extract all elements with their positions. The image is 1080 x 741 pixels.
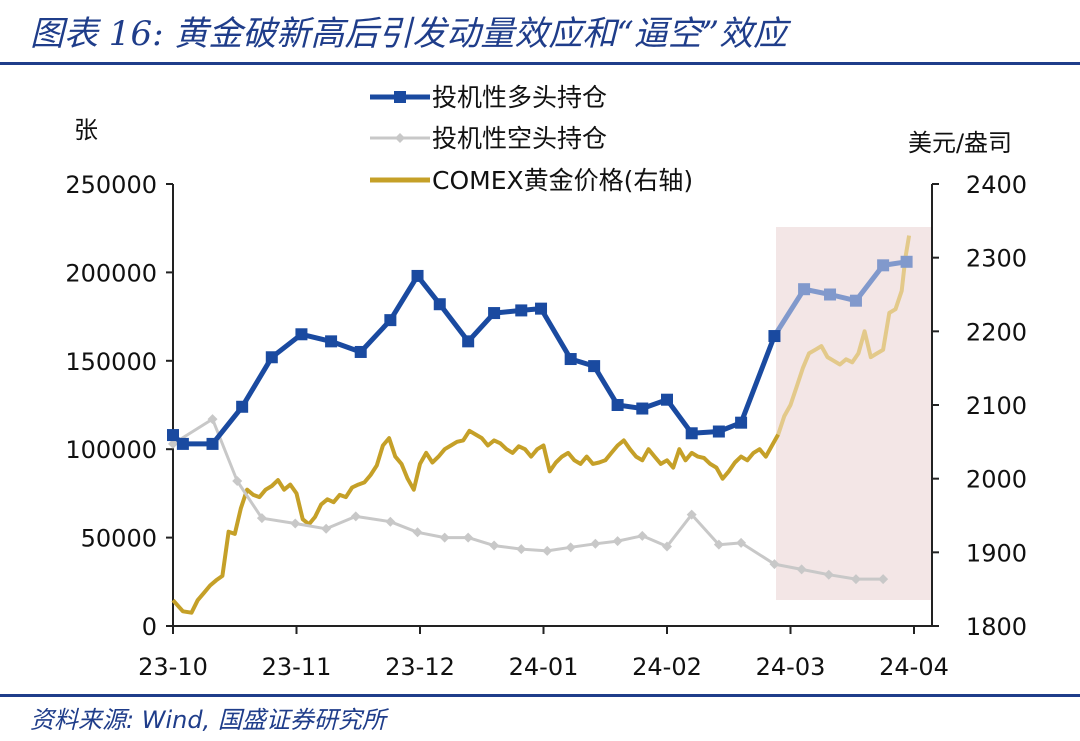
data-point <box>354 345 367 358</box>
data-point <box>462 335 475 348</box>
data-point <box>850 574 861 585</box>
data-point <box>295 328 308 341</box>
data-point <box>290 518 301 529</box>
highlight-region <box>776 227 932 600</box>
left-tick-label: 100000 <box>65 436 157 464</box>
x-tick-label: 24-02 <box>632 653 702 681</box>
data-point <box>206 437 219 450</box>
data-point <box>637 530 648 541</box>
right-tick-label: 2300 <box>966 245 1027 273</box>
data-point <box>325 335 338 348</box>
data-point <box>168 438 178 449</box>
data-point <box>515 304 528 317</box>
data-point <box>590 538 601 549</box>
right-tick-label: 2400 <box>966 171 1027 199</box>
right-tick-label: 1800 <box>966 613 1027 641</box>
left-tick-label: 250000 <box>65 171 157 199</box>
x-tick-label: 24-04 <box>879 653 949 681</box>
data-point <box>685 427 698 440</box>
data-point <box>900 255 913 268</box>
data-point <box>488 307 501 320</box>
data-point <box>588 360 601 373</box>
x-tick-label: 24-01 <box>509 653 579 681</box>
data-point <box>662 541 672 552</box>
left-tick-label: 50000 <box>81 525 157 553</box>
page-title: 图表 16: 黄金破新高后引发动量效应和“逼空”效应 <box>30 14 788 54</box>
right-tick-label: 1900 <box>966 539 1027 567</box>
data-point <box>661 393 673 406</box>
data-point <box>877 259 890 272</box>
right-tick-label: 2100 <box>966 392 1027 420</box>
x-tick-label: 23-10 <box>138 653 208 681</box>
x-tick-label: 24-03 <box>756 653 826 681</box>
data-point <box>823 569 834 580</box>
data-point <box>433 298 446 311</box>
series-line <box>171 428 780 615</box>
data-point <box>713 539 724 550</box>
data-point <box>564 353 577 366</box>
data-point <box>384 314 397 327</box>
data-point <box>489 540 500 551</box>
data-point <box>798 283 811 296</box>
x-tick-label: 23-11 <box>262 653 332 681</box>
legend-label: COMEX黄金价格(右轴) <box>432 166 693 195</box>
data-point <box>236 400 249 413</box>
data-point <box>385 516 396 527</box>
left-axis-unit: 张 <box>74 116 98 144</box>
left-tick-label: 150000 <box>65 348 157 376</box>
data-point <box>167 429 179 442</box>
right-axis-unit: 美元/盎司 <box>908 129 1012 157</box>
data-point <box>565 542 576 553</box>
legend-marker <box>394 91 406 103</box>
data-point <box>412 527 423 538</box>
data-point <box>350 511 361 522</box>
series-line <box>171 273 777 447</box>
series-line-highlighted <box>776 235 912 436</box>
data-point <box>256 513 267 524</box>
series-2 <box>168 414 889 585</box>
data-point <box>611 399 624 411</box>
data-point <box>463 532 474 543</box>
data-point <box>824 288 837 301</box>
data-point <box>411 269 424 282</box>
left-tick-label: 200000 <box>65 259 157 287</box>
right-tick-label: 2200 <box>966 318 1027 346</box>
data-point <box>542 545 553 556</box>
data-point <box>769 559 780 570</box>
top-rule <box>0 62 1080 65</box>
data-point <box>768 330 781 343</box>
data-point <box>736 537 747 548</box>
data-point <box>439 532 450 543</box>
chart: 0 50000 100000 150000 200000 250000 1800 1900 20… <box>65 83 1027 681</box>
data-point <box>878 574 889 585</box>
legend-marker <box>395 133 405 143</box>
legend-label: 投机性多头持仓 <box>432 83 607 112</box>
data-point <box>321 523 332 534</box>
data-point <box>535 302 548 315</box>
data-point <box>232 476 243 487</box>
data-point <box>636 402 649 415</box>
right-tick-label: 2000 <box>966 466 1027 494</box>
data-point <box>849 294 862 307</box>
series-3 <box>171 235 912 615</box>
x-tick-label: 23-12 <box>385 653 455 681</box>
data-point <box>176 437 189 450</box>
bottom-rule <box>0 694 1080 697</box>
data-point <box>796 564 807 575</box>
left-tick-label: 0 <box>142 613 157 641</box>
data-point <box>735 416 748 429</box>
data-point <box>612 536 623 547</box>
series-1 <box>167 255 913 450</box>
data-point <box>265 351 278 364</box>
data-point <box>712 425 725 438</box>
source-note: 资料来源: Wind, 国盛证券研究所 <box>30 706 386 734</box>
legend-label: 投机性空头持仓 <box>432 124 607 153</box>
data-point <box>516 544 527 555</box>
data-point <box>207 414 218 425</box>
